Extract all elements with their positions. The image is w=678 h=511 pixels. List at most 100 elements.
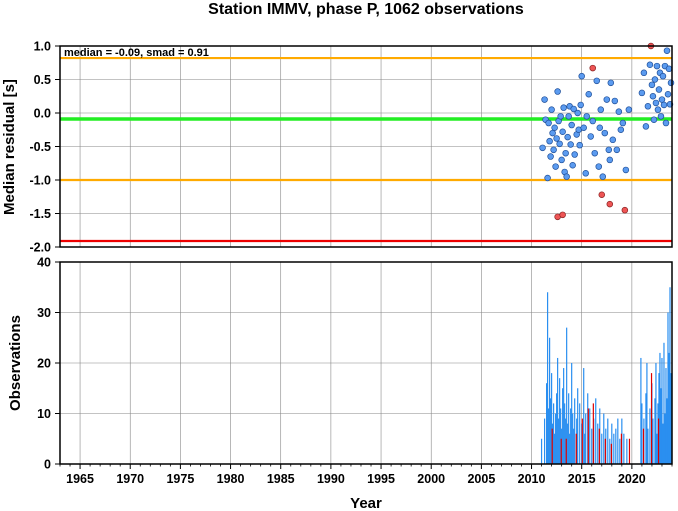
residual-point — [544, 174, 551, 182]
residual-point — [593, 77, 601, 85]
residual-outlier-point — [589, 64, 596, 72]
x-axis-label: Year — [350, 495, 382, 511]
residual-point — [553, 135, 560, 142]
residual-point — [664, 90, 672, 98]
residual-outlier-point — [559, 211, 566, 219]
residual-point — [550, 146, 557, 154]
residual-point — [652, 99, 660, 107]
x-tick-label: 2005 — [467, 472, 495, 486]
residual-y-tick-label: 0.0 — [34, 107, 51, 121]
residual-point — [552, 163, 559, 170]
residual-point — [619, 119, 627, 127]
residual-point — [570, 105, 577, 113]
residual-point — [556, 140, 563, 148]
residual-point — [583, 113, 590, 120]
residual-point — [549, 129, 556, 137]
residual-point — [565, 113, 572, 120]
residual-point — [554, 88, 561, 95]
residual-point — [591, 149, 598, 157]
residual-point — [568, 121, 575, 129]
residual-y-tick-label: -1.0 — [29, 174, 51, 188]
residual-point — [562, 149, 569, 157]
residual-point — [611, 97, 619, 105]
residual-point — [658, 96, 666, 103]
residual-point — [663, 47, 671, 54]
residual-outlier-point — [621, 206, 629, 214]
residual-point — [599, 173, 607, 180]
x-tick-label: 2015 — [568, 472, 596, 486]
residual-panel: 1.0 0.5 0.0 -0.5 -1.0 -1.5 -2.0 median = -0.09… — [1, 40, 675, 255]
residual-point — [649, 92, 657, 100]
residual-point — [582, 170, 589, 177]
observations-y-tick-label: 30 — [37, 306, 51, 320]
observations-y-tick-label: 40 — [37, 256, 51, 270]
residual-point — [551, 124, 558, 131]
x-tick-label: 1985 — [267, 472, 295, 486]
residual-point — [587, 133, 594, 140]
residual-point — [559, 128, 566, 136]
residual-point — [654, 106, 662, 113]
residual-point — [601, 129, 609, 137]
residual-point — [642, 123, 650, 130]
residual-point — [548, 106, 555, 113]
residual-point — [547, 153, 554, 160]
residual-point — [659, 72, 667, 80]
observations-y-axis-label: Observations — [7, 315, 24, 411]
x-tick-label: 1995 — [367, 472, 395, 486]
residual-point — [648, 81, 656, 89]
x-tick-label: 1970 — [116, 472, 144, 486]
residual-outlier-point — [606, 200, 614, 208]
residual-point — [646, 61, 654, 69]
residual-point — [653, 62, 661, 70]
residual-point — [578, 72, 585, 80]
residual-point — [557, 113, 564, 120]
residual-point — [545, 119, 552, 127]
observations-bars — [540, 287, 672, 464]
x-tick-label: 1990 — [317, 472, 345, 486]
residual-point — [558, 156, 565, 164]
residual-point — [585, 90, 592, 98]
observations-y-tick-label: 10 — [37, 407, 51, 421]
residual-point — [609, 136, 617, 144]
residual-point — [574, 109, 581, 117]
residual-point — [567, 141, 574, 148]
residual-annotation: median = -0.09, smad = 0.91 — [64, 47, 209, 59]
x-tick-label: 1975 — [166, 472, 194, 486]
observations-y-ticks: 40 30 20 10 0 — [37, 256, 60, 472]
residual-point — [541, 96, 548, 103]
residual-point — [607, 79, 615, 87]
residual-point — [615, 108, 623, 115]
residual-point — [571, 151, 578, 158]
residual-point — [660, 101, 668, 109]
residual-y-axis-label: Median residual [s] — [1, 79, 18, 215]
residual-point — [651, 76, 659, 83]
observations-x-ticks: 1965 1970 1975 1980 1985 1990 1995 2000 2005 2010… — [59, 464, 673, 486]
x-tick-label: 2020 — [618, 472, 646, 486]
residual-point — [546, 137, 553, 145]
residual-y-tick-label: 0.5 — [34, 73, 51, 87]
observations-y-tick-label: 0 — [44, 458, 51, 472]
residual-point — [577, 101, 584, 109]
residual-point — [560, 104, 567, 111]
residual-point — [603, 96, 611, 103]
x-tick-label: 2000 — [417, 472, 445, 486]
residual-y-tick-label: -2.0 — [29, 241, 51, 255]
residual-point — [613, 146, 621, 154]
residual-points — [539, 42, 675, 221]
residual-point — [539, 144, 546, 152]
residual-y-tick-label: -0.5 — [29, 140, 51, 154]
residual-point — [657, 113, 665, 120]
residual-point — [625, 106, 633, 113]
residual-point — [596, 124, 604, 131]
residual-point — [563, 173, 570, 180]
residual-point — [640, 69, 648, 77]
observations-y-tick-label: 20 — [37, 357, 51, 371]
residual-y-ticks: 1.0 0.5 0.0 -0.5 -1.0 -1.5 -2.0 — [29, 40, 60, 255]
residual-point — [638, 89, 646, 97]
figure-title: Station IMMV, phase P, 1062 observations — [208, 1, 524, 18]
x-tick-label: 1980 — [217, 472, 245, 486]
residual-y-tick-label: 1.0 — [34, 40, 51, 54]
residual-point — [589, 117, 596, 125]
